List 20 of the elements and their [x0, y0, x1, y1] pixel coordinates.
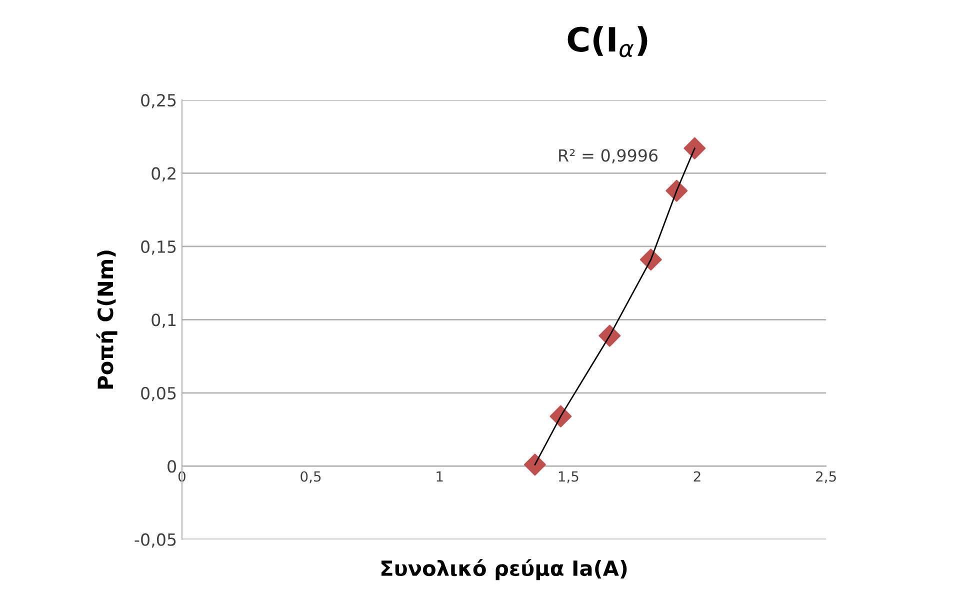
chart-title: C(I$_{α}$) [568, 26, 648, 58]
point [684, 137, 706, 160]
y-tick-label: 0,2 [152, 167, 176, 182]
x-tick-label: 1,5 [558, 471, 578, 484]
y-tick-label: 0 [168, 460, 176, 473]
x-tick-label: 0,5 [300, 471, 321, 484]
annotation: R² = 0,9996 [559, 149, 658, 164]
y-tick-label: -0,05 [134, 533, 176, 548]
x-axis-title: Συνολικό ρεύμα Ia(A) [381, 559, 627, 580]
x-tick-label: 2,5 [816, 471, 836, 484]
x-tick-label: 2 [694, 471, 700, 482]
point [550, 405, 572, 428]
point [598, 324, 621, 347]
y-axis-title: Ροπή C(Nm) [96, 250, 118, 389]
point [524, 454, 546, 476]
y-tick-label: 0,1 [152, 314, 176, 328]
y-tick-label: 0,05 [141, 386, 176, 402]
y-tick-label: 0,15 [141, 240, 176, 255]
y-tick-label: 0,25 [141, 94, 176, 108]
x-tick-label: 1 [436, 471, 443, 482]
